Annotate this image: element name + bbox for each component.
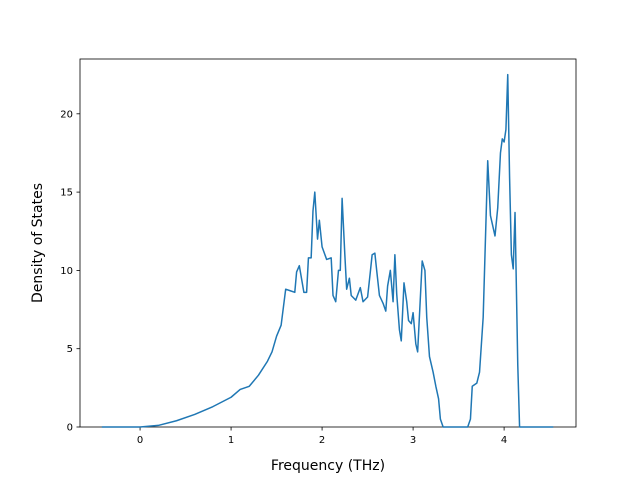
- x-tick-label: 3: [410, 435, 416, 446]
- y-tick-label: 0: [67, 423, 73, 434]
- plot-frame: [79, 58, 577, 428]
- y-tick-label: 10: [60, 266, 73, 277]
- x-tick-label: 0: [137, 435, 143, 446]
- x-axis-title: Frequency (THz): [271, 458, 385, 474]
- y-tick-label: 5: [67, 344, 73, 355]
- x-tick-label: 2: [319, 435, 325, 446]
- y-tick-label: 15: [60, 188, 73, 199]
- line-series: [101, 73, 554, 428]
- y-tick-label: 20: [60, 109, 73, 120]
- x-tick-label: 4: [501, 435, 507, 446]
- x-tick-label: 1: [228, 435, 234, 446]
- y-axis-title: Density of States: [30, 183, 46, 303]
